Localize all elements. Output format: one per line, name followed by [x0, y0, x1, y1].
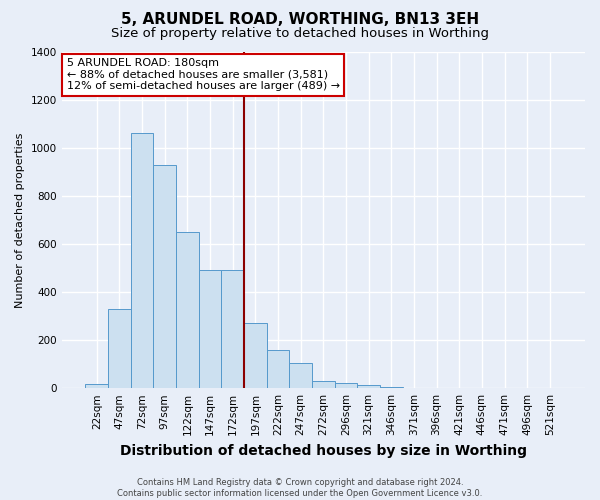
Bar — [176, 232, 199, 388]
X-axis label: Distribution of detached houses by size in Worthing: Distribution of detached houses by size … — [120, 444, 527, 458]
Text: 5 ARUNDEL ROAD: 180sqm
← 88% of detached houses are smaller (3,581)
12% of semi-: 5 ARUNDEL ROAD: 180sqm ← 88% of detached… — [67, 58, 340, 92]
Bar — [221, 270, 244, 388]
Bar — [312, 381, 335, 388]
Text: Contains HM Land Registry data © Crown copyright and database right 2024.
Contai: Contains HM Land Registry data © Crown c… — [118, 478, 482, 498]
Bar — [244, 323, 266, 388]
Bar — [85, 384, 108, 388]
Bar — [335, 384, 358, 388]
Bar — [154, 164, 176, 388]
Bar — [289, 363, 312, 388]
Bar — [199, 270, 221, 388]
Text: Size of property relative to detached houses in Worthing: Size of property relative to detached ho… — [111, 28, 489, 40]
Y-axis label: Number of detached properties: Number of detached properties — [15, 132, 25, 308]
Bar — [358, 384, 380, 388]
Text: 5, ARUNDEL ROAD, WORTHING, BN13 3EH: 5, ARUNDEL ROAD, WORTHING, BN13 3EH — [121, 12, 479, 28]
Bar — [131, 134, 154, 388]
Bar — [266, 350, 289, 388]
Bar — [108, 309, 131, 388]
Bar — [380, 386, 403, 388]
